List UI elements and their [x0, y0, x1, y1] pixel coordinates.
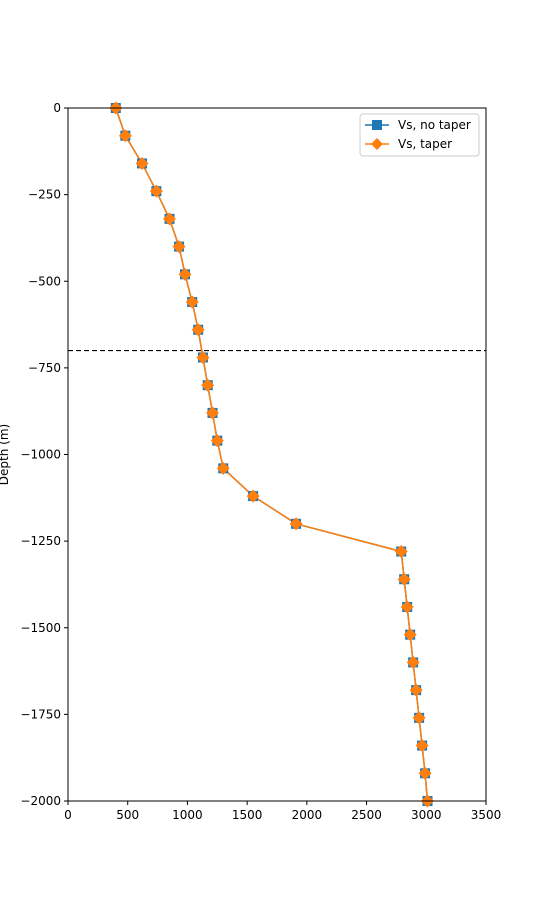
x-tick-label: 1500: [232, 808, 263, 822]
series-2-point: [406, 655, 420, 669]
x-tick-label: 0: [64, 808, 72, 822]
series-2-point: [135, 156, 149, 170]
x-tick-label: 3000: [411, 808, 442, 822]
series-2-point: [178, 267, 192, 281]
x-tick-label: 2500: [351, 808, 382, 822]
legend: Vs, no taper Vs, taper: [359, 113, 480, 157]
x-tick-label: 500: [116, 808, 139, 822]
y-axis-label: Depth (m): [0, 424, 11, 485]
series-2-point: [412, 711, 426, 725]
series-2-point: [149, 184, 163, 198]
y-tick-label: −500: [28, 274, 61, 288]
series-2-point: [185, 295, 199, 309]
y-tick-label: −2000: [20, 794, 61, 808]
series-2-point: [409, 683, 423, 697]
legend-label-1: Vs, no taper: [398, 118, 471, 132]
y-tick-label: −250: [28, 188, 61, 202]
series-2-point: [196, 350, 210, 364]
y-tick-label: −1250: [20, 534, 61, 548]
legend-box: [359, 113, 480, 157]
y-axis: 0 −250 −500 −750 −1000 −1250 −1500 −1750 −2000: [20, 101, 68, 808]
series-2-point: [210, 434, 224, 448]
y-tick-label: 0: [53, 101, 61, 115]
y-tick-label: −750: [28, 361, 61, 375]
y-tick-label: −1000: [20, 448, 61, 462]
y-tick-label: −1500: [20, 621, 61, 635]
series-2-point: [289, 517, 303, 531]
series-2-point: [403, 628, 417, 642]
series-2-point: [394, 545, 408, 559]
legend-marker-2: [371, 138, 383, 150]
series-2-point: [397, 572, 411, 586]
legend-marker-1: [372, 120, 382, 130]
series-2-point: [163, 212, 177, 226]
y-tick-label: −1750: [20, 707, 61, 721]
x-tick-label: 2000: [292, 808, 323, 822]
x-tick-label: 3500: [471, 808, 502, 822]
x-axis: 0 500 1000 1500 2000 2500 3000 3500: [64, 801, 501, 822]
series-2-point: [415, 739, 429, 753]
series-2-point: [246, 489, 260, 503]
series-2-point: [206, 406, 220, 420]
series-2-point: [172, 240, 186, 254]
series-2-point: [201, 378, 215, 392]
series-2-point: [118, 129, 132, 143]
series-2-point: [418, 766, 432, 780]
series-2-point: [191, 323, 205, 337]
series-2-point: [216, 461, 230, 475]
series-2-point: [400, 600, 414, 614]
marker-layer: [109, 101, 434, 808]
legend-label-2: Vs, taper: [398, 137, 452, 151]
x-tick-label: 1000: [172, 808, 203, 822]
plot-frame: [67, 107, 487, 802]
